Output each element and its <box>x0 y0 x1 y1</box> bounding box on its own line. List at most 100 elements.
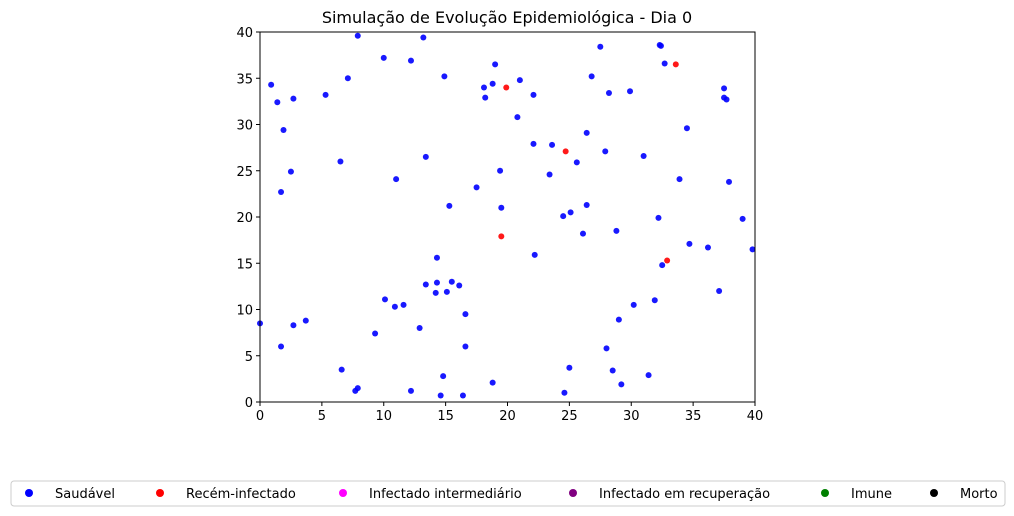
data-point <box>549 141 556 148</box>
data-point <box>640 152 647 159</box>
legend-marker <box>156 489 164 497</box>
data-point <box>661 60 668 67</box>
data-point <box>739 215 746 222</box>
data-point <box>567 209 574 216</box>
data-point <box>726 178 733 185</box>
data-point <box>655 214 662 221</box>
data-point <box>290 322 297 329</box>
chart-title: Simulação de Evolução Epidemiológica - D… <box>322 8 692 27</box>
data-point <box>561 389 568 396</box>
data-point <box>274 99 281 106</box>
data-point <box>562 148 569 155</box>
data-point <box>597 43 604 50</box>
data-point <box>278 189 285 196</box>
data-point <box>422 153 429 160</box>
data-point <box>602 148 609 155</box>
data-point <box>462 311 469 318</box>
y-tick-label: 25 <box>236 165 253 180</box>
data-point <box>672 61 679 68</box>
y-tick-label: 5 <box>245 350 253 365</box>
data-point <box>407 387 414 394</box>
legend-label: Infectado em recuperação <box>599 487 770 502</box>
data-point <box>583 129 590 136</box>
data-point <box>432 289 439 296</box>
data-point <box>531 251 538 258</box>
data-point <box>514 114 521 121</box>
data-point <box>437 392 444 399</box>
data-point <box>344 75 351 82</box>
x-tick-label: 35 <box>685 409 702 424</box>
data-point <box>683 125 690 132</box>
data-point <box>459 392 466 399</box>
data-point <box>448 278 455 285</box>
data-point <box>287 168 294 175</box>
plot-area: 0 5 10 15 20 25 30 35 40 0 5 10 15 20 25 30 35 40 <box>236 26 763 424</box>
x-tick-label: 20 <box>499 409 516 424</box>
data-point <box>546 171 553 178</box>
data-point <box>645 372 652 379</box>
data-point <box>664 257 671 264</box>
data-point <box>627 88 634 95</box>
legend: Saudável Recém-infectado Infectado interme… <box>10 480 1006 507</box>
data-point <box>407 57 414 64</box>
data-point <box>566 364 573 371</box>
data-point <box>615 316 622 323</box>
legend-marker <box>339 489 347 497</box>
data-point <box>482 94 489 101</box>
data-point <box>676 176 683 183</box>
data-point <box>456 282 463 289</box>
legend-label: Imune <box>851 487 892 502</box>
data-point <box>530 140 537 147</box>
data-point <box>498 233 505 240</box>
data-point <box>440 373 447 380</box>
legend-box <box>10 480 1006 507</box>
data-point <box>497 167 504 174</box>
data-point <box>489 379 496 386</box>
data-point <box>473 184 480 191</box>
data-point <box>659 262 666 269</box>
data-point <box>503 84 510 91</box>
legend-marker <box>821 489 829 497</box>
data-point <box>498 204 505 211</box>
data-point <box>489 80 496 87</box>
y-tick-label: 20 <box>236 211 253 226</box>
data-point <box>704 244 711 251</box>
data-point <box>338 366 345 373</box>
x-tick-label: 15 <box>437 409 454 424</box>
data-point <box>393 176 400 183</box>
data-point <box>609 367 616 374</box>
legend-label: Infectado intermediário <box>369 487 522 502</box>
legend-label: Morto <box>960 487 998 502</box>
x-tick-label: 0 <box>256 409 264 424</box>
data-point <box>433 279 440 286</box>
x-tick-label: 10 <box>375 409 392 424</box>
data-point <box>433 254 440 261</box>
x-tick-label: 5 <box>318 409 326 424</box>
data-point <box>618 381 625 388</box>
data-point <box>588 73 595 80</box>
data-point <box>354 32 361 39</box>
data-point <box>441 73 448 80</box>
data-point <box>492 61 499 68</box>
data-point <box>278 343 285 350</box>
data-point <box>716 288 723 294</box>
data-point <box>446 202 453 209</box>
data-point <box>749 246 756 253</box>
legend-marker <box>930 489 938 497</box>
data-point <box>573 159 580 166</box>
data-point <box>391 303 398 310</box>
data-point <box>579 230 586 237</box>
data-point <box>560 213 567 220</box>
data-point <box>723 96 730 103</box>
legend-label: Saudável <box>55 487 115 502</box>
x-tick-label: 25 <box>561 409 578 424</box>
data-point <box>372 330 379 337</box>
data-point <box>381 296 388 303</box>
data-point <box>657 42 664 49</box>
y-tick-label: 30 <box>236 119 253 134</box>
data-point <box>280 127 287 134</box>
y-tick-label: 40 <box>236 26 253 41</box>
data-point <box>380 54 387 61</box>
y-tick-label: 10 <box>236 304 253 319</box>
